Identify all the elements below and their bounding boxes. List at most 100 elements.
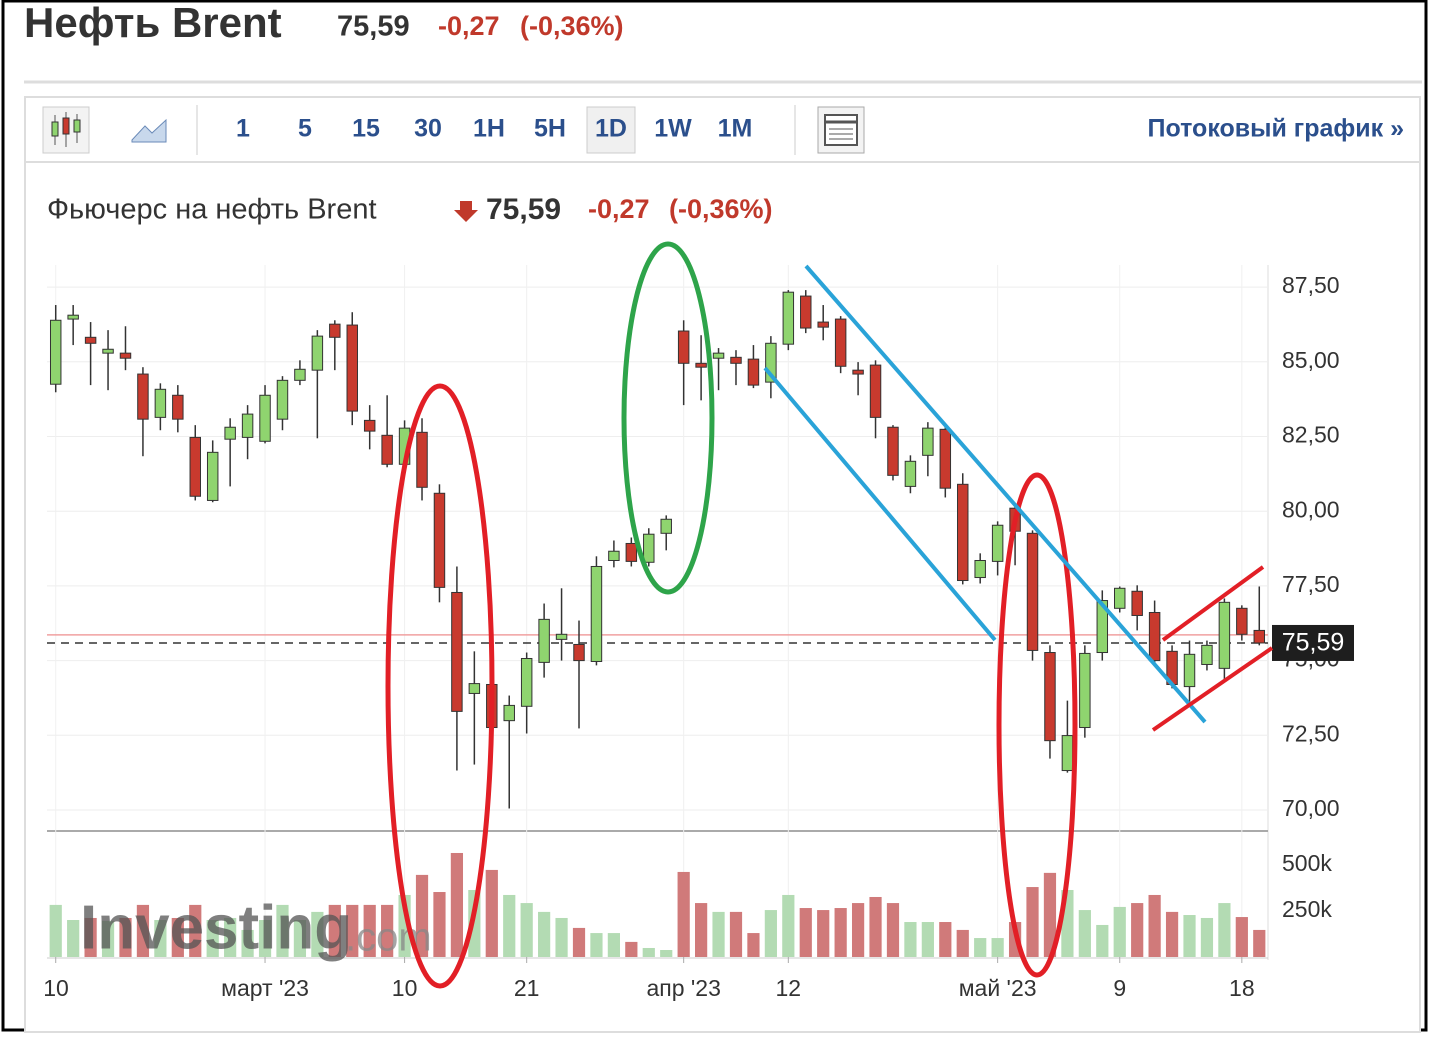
candle-body bbox=[276, 379, 289, 420]
annotation-ellipse bbox=[385, 383, 495, 989]
interval-button[interactable]: 1D bbox=[595, 115, 627, 143]
interval-button[interactable]: 15 bbox=[352, 115, 380, 143]
volume-bar bbox=[939, 922, 952, 957]
icon bbox=[824, 114, 858, 146]
interval-button[interactable]: 1 bbox=[236, 115, 250, 143]
annotation-ellipse bbox=[996, 472, 1078, 978]
candle-body bbox=[172, 394, 184, 420]
candle-body bbox=[852, 369, 864, 375]
candle-body bbox=[817, 321, 829, 328]
stream-link[interactable]: Потоковый график » bbox=[1148, 115, 1404, 143]
volume-bar bbox=[67, 919, 80, 957]
candle-body bbox=[1114, 587, 1126, 609]
candle-body bbox=[119, 352, 132, 359]
volume-bar bbox=[642, 947, 655, 957]
candle-body bbox=[1183, 653, 1196, 688]
icon bbox=[51, 121, 59, 137]
x-tick-label: 10 bbox=[392, 975, 418, 1001]
candle-body bbox=[1079, 652, 1091, 729]
icon[interactable] bbox=[131, 118, 167, 143]
watermark-brand: Investing bbox=[80, 893, 352, 962]
volume-bar bbox=[276, 904, 289, 957]
candle-body bbox=[869, 364, 882, 418]
volume-bar bbox=[1165, 911, 1179, 957]
y-tick-label: 80,00 bbox=[1282, 496, 1340, 522]
volume-bar bbox=[1148, 894, 1161, 957]
candle-body bbox=[904, 460, 917, 487]
interval-button[interactable]: 30 bbox=[414, 115, 442, 143]
x-tick-label: 12 bbox=[776, 975, 802, 1001]
volume-bar bbox=[1043, 872, 1057, 957]
volume-bar bbox=[224, 917, 237, 957]
interval-button[interactable]: 5H bbox=[534, 115, 566, 143]
volume-bar bbox=[590, 933, 603, 957]
candle-body bbox=[939, 428, 952, 489]
candle-body bbox=[1218, 601, 1231, 669]
x-tick-label: март '23 bbox=[221, 975, 309, 1001]
candle-body bbox=[1148, 611, 1161, 662]
candle-body bbox=[1201, 644, 1213, 665]
volume-bar bbox=[729, 911, 743, 957]
candle-body bbox=[416, 431, 428, 488]
interval-button[interactable]: 5 bbox=[298, 115, 312, 143]
line-icon[interactable] bbox=[131, 118, 167, 143]
watermark: Investing .com bbox=[80, 893, 432, 962]
volume-bar bbox=[1096, 924, 1109, 957]
volume-bar bbox=[974, 938, 987, 957]
volume-bar bbox=[503, 894, 516, 957]
volume-bar bbox=[660, 950, 673, 957]
price-label-box bbox=[1272, 624, 1354, 661]
instrument-price: 75,59 bbox=[486, 193, 561, 226]
volume-bar bbox=[555, 917, 568, 957]
candle-body bbox=[259, 394, 271, 442]
candle-body bbox=[660, 518, 672, 534]
candle-body bbox=[695, 362, 707, 368]
volume-bar bbox=[991, 938, 1004, 957]
volume-bar bbox=[1131, 903, 1144, 957]
volume-bar bbox=[1113, 906, 1126, 957]
volume-bar bbox=[485, 869, 498, 957]
title: Нефть Brent bbox=[24, 0, 282, 46]
volume-bar bbox=[520, 903, 533, 957]
candle-body bbox=[747, 358, 760, 386]
icon bbox=[62, 117, 70, 135]
x-tick-label: 9 bbox=[1113, 975, 1126, 1001]
candle-body bbox=[1253, 629, 1266, 644]
volume-bar bbox=[538, 911, 551, 957]
candle-body bbox=[346, 324, 358, 412]
interval-button[interactable]: 1H bbox=[473, 115, 505, 143]
interval-button[interactable]: 1W bbox=[654, 115, 692, 143]
volume-bar bbox=[572, 927, 586, 957]
volume-tick-label: 250k bbox=[1282, 896, 1332, 922]
candle-body bbox=[294, 368, 306, 381]
candle-body bbox=[1044, 652, 1056, 742]
candle-body bbox=[800, 295, 812, 329]
interval-button[interactable]: 1M bbox=[718, 115, 753, 143]
trend-line bbox=[763, 366, 997, 642]
volume-bar bbox=[607, 933, 620, 957]
volume-bar bbox=[695, 903, 708, 957]
x-tick-label: май '23 bbox=[959, 975, 1037, 1001]
volume-bar bbox=[433, 892, 446, 957]
volume-tick-label: 500k bbox=[1282, 850, 1332, 876]
volume-bar bbox=[49, 904, 62, 957]
candle-body bbox=[712, 352, 725, 359]
instrument-name: Фьючерс на нефть Brent bbox=[47, 194, 377, 226]
candle-body bbox=[363, 419, 376, 432]
table-icon[interactable] bbox=[817, 106, 865, 154]
volume-bar bbox=[119, 917, 132, 957]
volume-bar bbox=[869, 896, 882, 957]
candle-body bbox=[451, 591, 463, 712]
volume-bar bbox=[1218, 903, 1231, 957]
candle-body bbox=[782, 291, 795, 345]
volume-bar bbox=[904, 922, 917, 957]
candle-icon[interactable] bbox=[42, 106, 90, 154]
candle-body bbox=[957, 483, 969, 582]
candle-body bbox=[922, 427, 934, 456]
candle-body bbox=[189, 436, 201, 497]
candle-body bbox=[206, 451, 219, 501]
candle-body bbox=[241, 413, 254, 438]
x-tick-label: 21 bbox=[514, 975, 540, 1001]
trend-line bbox=[1161, 565, 1265, 642]
